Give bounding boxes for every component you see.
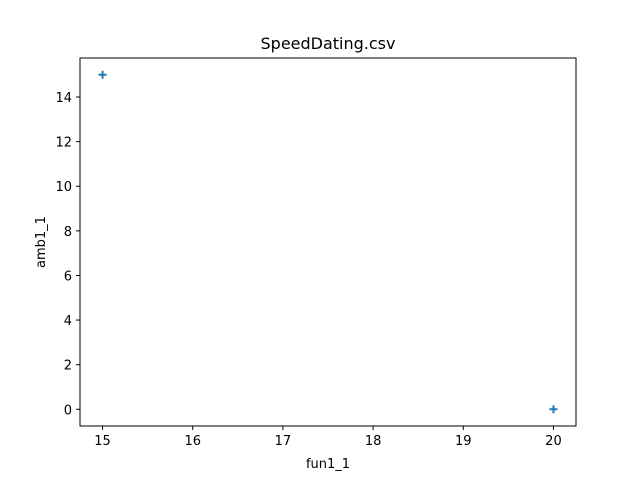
- data-point: [98, 70, 107, 79]
- y-tick-label: 10: [55, 180, 72, 195]
- x-axis-label: fun1_1: [306, 457, 350, 472]
- data-points: [98, 70, 558, 414]
- y-tick-label: 6: [64, 269, 72, 284]
- plot-area: [79, 57, 577, 427]
- x-tick-label: 20: [545, 434, 562, 449]
- x-tick-label: 18: [365, 434, 382, 449]
- y-tick-label: 4: [64, 314, 72, 329]
- x-tick-label: 16: [184, 434, 201, 449]
- x-tick-label: 17: [275, 434, 292, 449]
- x-axis: 15 16 17 18 19 20: [94, 426, 562, 449]
- y-tick-label: 2: [64, 359, 72, 374]
- y-axis: 0 2 4 6 8 10 12 14: [55, 91, 80, 418]
- x-tick-label: 19: [455, 434, 472, 449]
- y-tick-label: 0: [64, 403, 72, 418]
- y-tick-label: 8: [64, 225, 72, 240]
- y-tick-label: 12: [55, 136, 72, 151]
- y-axis-label: amb1_1: [34, 216, 49, 268]
- x-tick-label: 15: [94, 434, 111, 449]
- data-point: [549, 405, 558, 414]
- chart-title: SpeedDating.csv: [261, 34, 396, 53]
- y-tick-label: 14: [55, 91, 72, 106]
